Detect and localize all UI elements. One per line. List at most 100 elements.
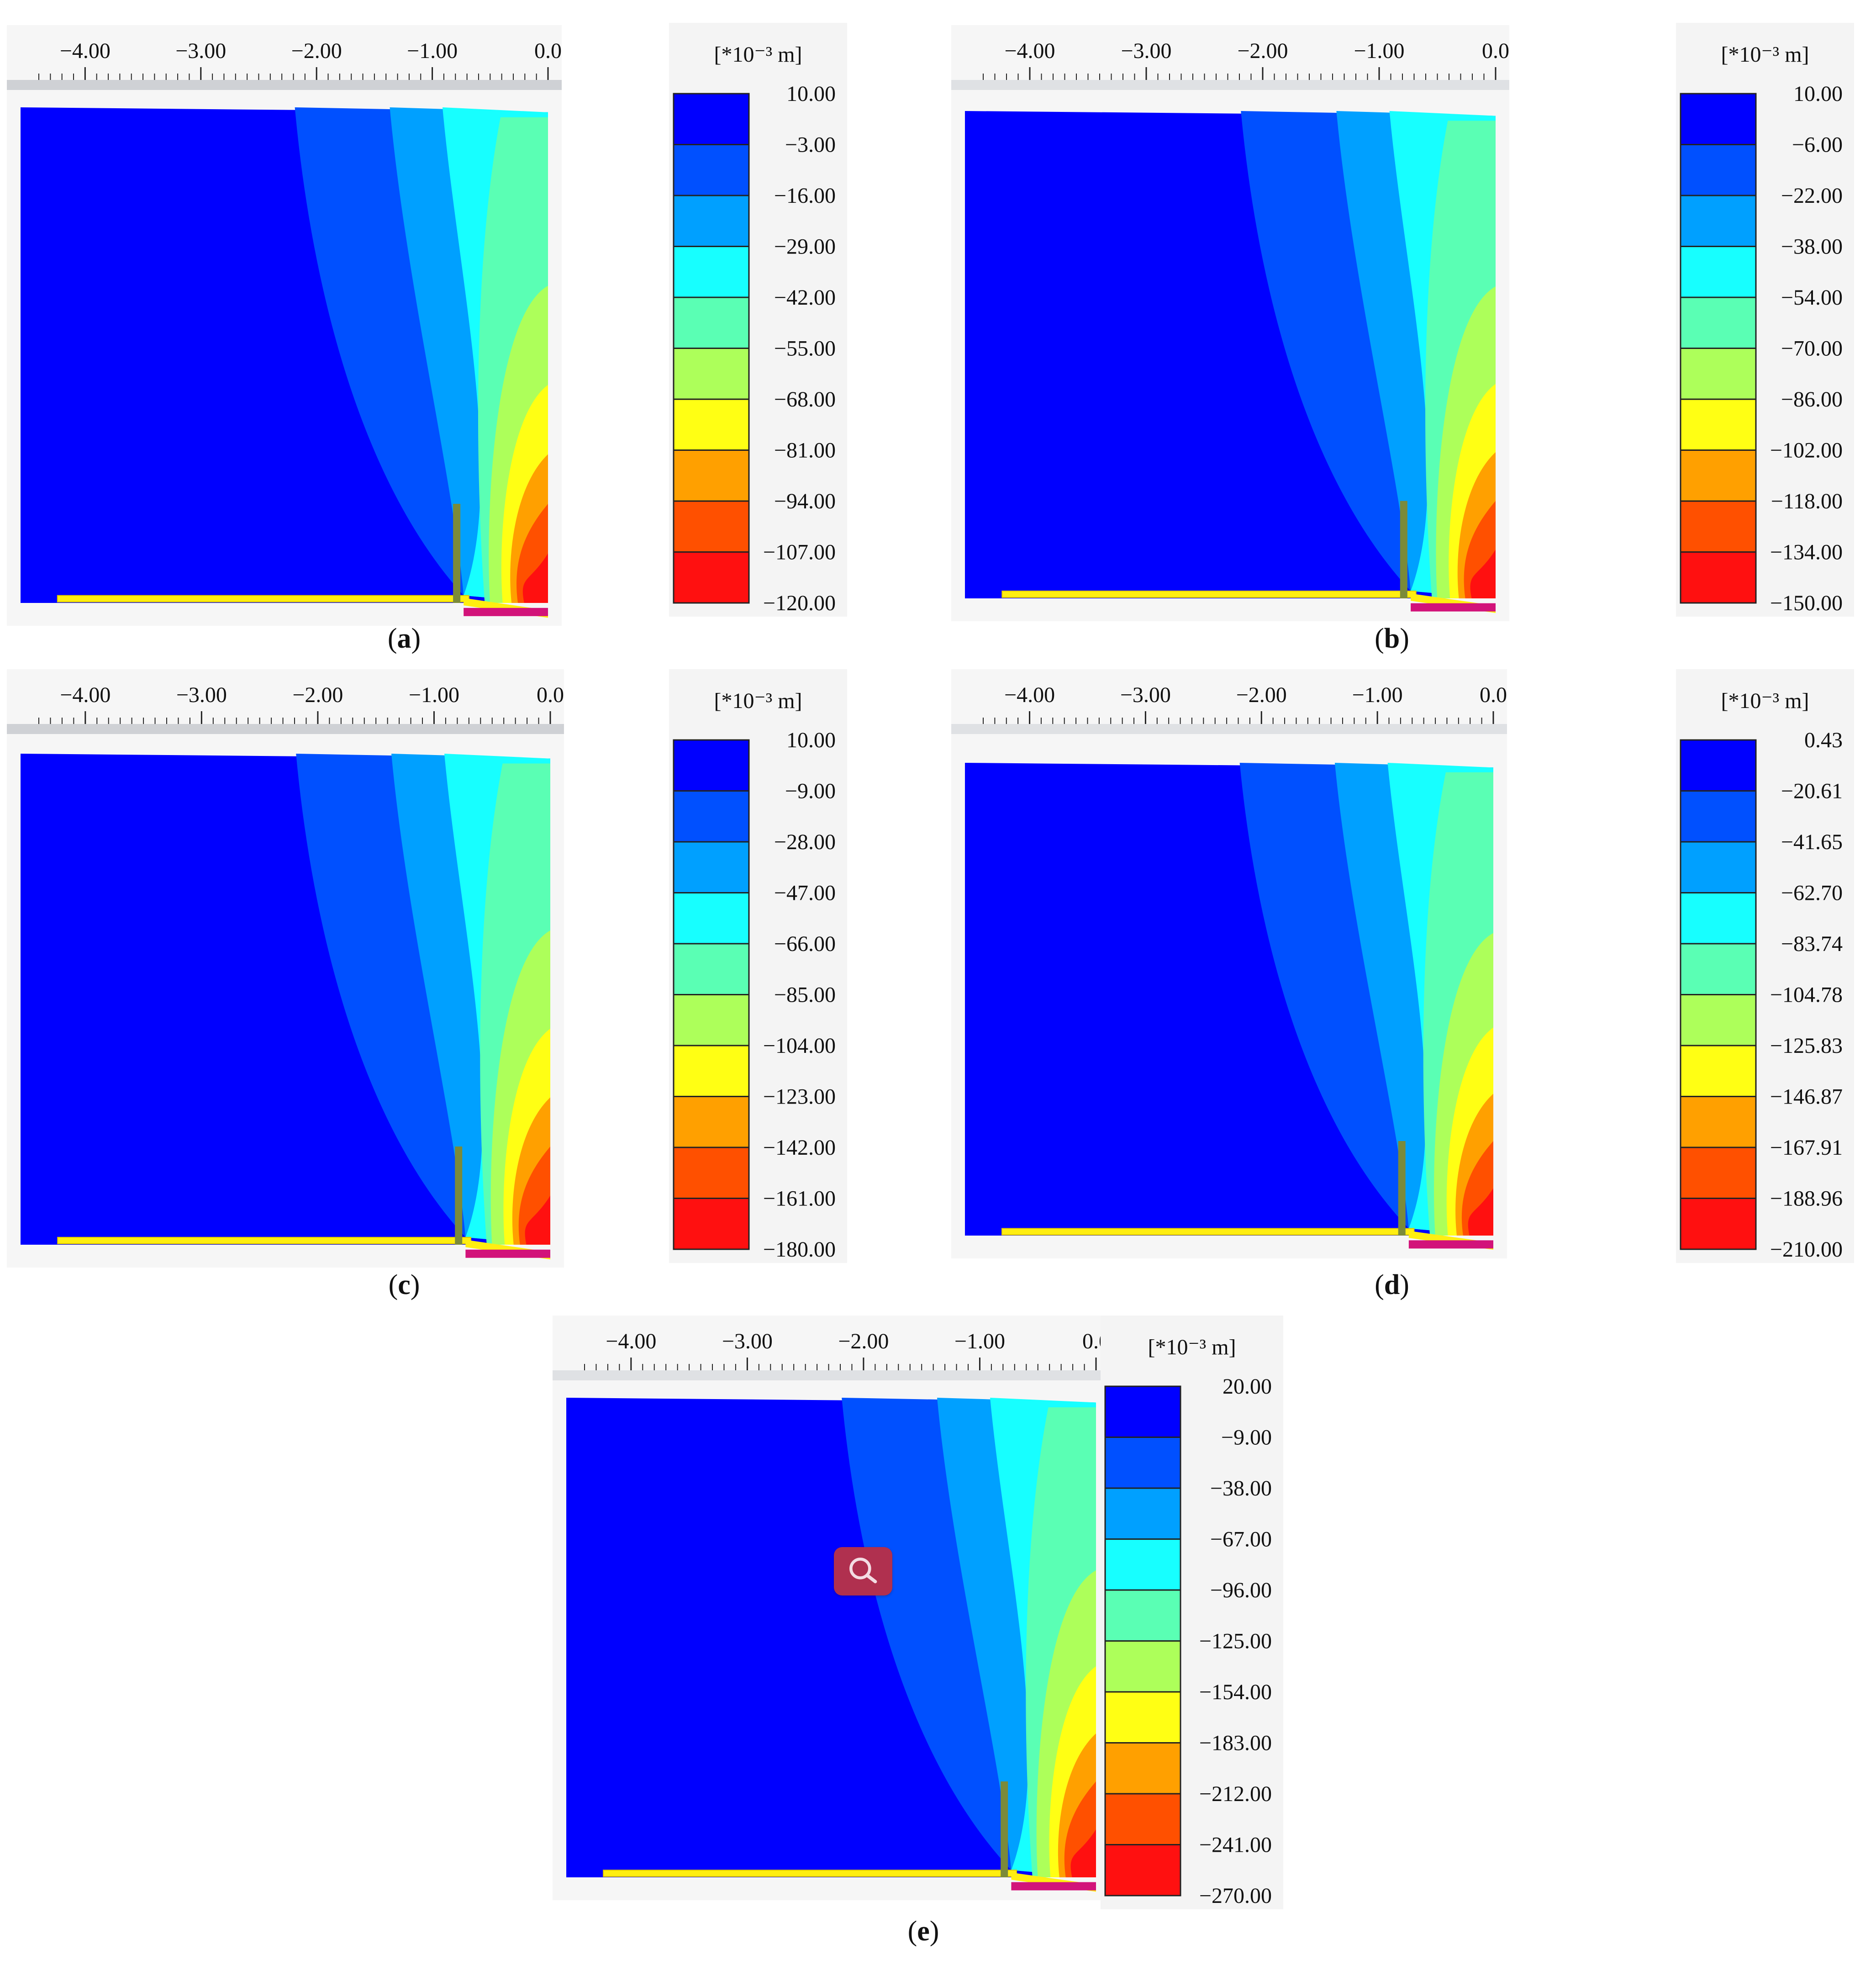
legend-value: −22.00 — [1781, 184, 1843, 208]
legend-value: −118.00 — [1771, 489, 1843, 513]
base-slab — [1001, 1228, 1415, 1236]
legend-swatch — [1680, 790, 1757, 843]
legend: [*10⁻³ m] 20.00 −9.00 −38.00 −67.00 −96.00 −12… — [1101, 1316, 1283, 1909]
ruler-tick-label: −2.00 — [291, 39, 342, 63]
legend-value: 0.43 — [1804, 728, 1843, 752]
legend-swatch — [673, 739, 750, 792]
legend-swatch — [1680, 348, 1757, 400]
legend-swatch — [1104, 1640, 1181, 1693]
legend-swatch — [1104, 1437, 1181, 1489]
legend-swatch — [673, 1045, 750, 1097]
ruler-tick-label: −1.00 — [407, 39, 458, 63]
legend-value: −38.00 — [1781, 235, 1843, 259]
legend-value: −38.00 — [1210, 1476, 1272, 1500]
legend-value: −104.00 — [763, 1034, 836, 1058]
legend-value: −67.00 — [1210, 1527, 1272, 1552]
legend-swatch — [673, 1198, 750, 1250]
panel-caption: (c) — [389, 1269, 420, 1300]
contour-band — [1470, 549, 1496, 598]
ruler-tick-label: −3.00 — [1120, 683, 1171, 707]
legend-swatch — [1680, 1147, 1757, 1199]
panel-b: −4.00 −3.00 −2.00 −1.00 0.0 [*10⁻³ m] 10.00 −6.… — [951, 23, 1854, 654]
anchor-block — [464, 608, 548, 616]
legend-value: −55.00 — [774, 337, 836, 361]
legend-swatch — [673, 500, 750, 553]
panel-caption-letter: e — [917, 1916, 930, 1947]
legend-swatch — [673, 994, 750, 1046]
ruler-bar — [7, 80, 562, 90]
legend-swatch — [1104, 1589, 1181, 1642]
legend-swatch — [673, 1147, 750, 1199]
legend-value: −54.00 — [1781, 285, 1843, 310]
legend-value: −47.00 — [774, 881, 836, 905]
base-slab — [603, 1870, 1017, 1877]
legend-swatch — [1680, 195, 1757, 247]
zoom-button[interactable] — [834, 1547, 892, 1596]
legend-swatch — [1680, 1096, 1757, 1148]
ruler-tick-label: −3.00 — [722, 1329, 773, 1353]
legend-swatch — [1680, 551, 1757, 604]
legend-value: −96.00 — [1210, 1578, 1272, 1602]
legend-swatch — [1680, 246, 1757, 298]
anchor-block — [1011, 1882, 1096, 1891]
ruler-bar — [951, 724, 1507, 734]
legend-swatch — [673, 449, 750, 502]
legend-swatch — [673, 246, 750, 298]
legend-value: −212.00 — [1199, 1782, 1272, 1806]
ruler-tick-label: −2.00 — [292, 683, 343, 707]
legend-value: −125.00 — [1199, 1629, 1272, 1654]
retaining-wall — [455, 1147, 463, 1245]
legend-value: −241.00 — [1199, 1833, 1272, 1857]
panel-c: −4.00 −3.00 −2.00 −1.00 0.0 [*10⁻³ m] 10.00 −9.… — [7, 669, 847, 1300]
legend-swatch — [1680, 994, 1757, 1046]
panel-caption-letter: c — [398, 1269, 411, 1300]
legend-unit: [*10⁻³ m] — [714, 689, 802, 713]
legend-swatch — [673, 144, 750, 196]
legend-value: 10.00 — [786, 728, 836, 752]
ruler-tick-label: 0.0 — [534, 39, 562, 63]
ruler-tick-label: −4.00 — [1004, 39, 1055, 63]
panel-caption-letter: b — [1384, 623, 1400, 654]
legend-value: −125.83 — [1770, 1034, 1843, 1058]
legend-value: −102.00 — [1770, 439, 1843, 463]
legend-swatch — [1680, 943, 1757, 995]
legend-value: −70.00 — [1781, 337, 1843, 361]
legend-swatch — [1104, 1538, 1181, 1591]
legend-swatch — [1680, 398, 1757, 451]
legend-value: −154.00 — [1199, 1680, 1272, 1704]
legend-swatch — [1680, 739, 1757, 792]
panel-caption: (b) — [1375, 623, 1409, 654]
legend-value: −3.00 — [785, 133, 836, 157]
legend: [*10⁻³ m] 10.00 −9.00 −28.00 −47.00 −66.00 −85… — [669, 669, 847, 1263]
legend-swatch — [1680, 93, 1757, 145]
legend-value: −180.00 — [763, 1237, 836, 1262]
legend-swatch — [1104, 1742, 1181, 1795]
anchor-block — [1408, 1240, 1493, 1249]
ruler-tick-label: 0.0 — [537, 683, 564, 707]
legend: [*10⁻³ m] 10.00 −6.00 −22.00 −38.00 −54.00 −70… — [1676, 23, 1854, 617]
base-slab — [57, 595, 469, 602]
panel-caption-letter: a — [397, 623, 411, 654]
legend-value: −9.00 — [785, 779, 836, 803]
panel-caption: (d) — [1375, 1269, 1409, 1300]
legend-swatch — [1680, 841, 1757, 893]
ruler-tick-label: −2.00 — [838, 1329, 889, 1353]
legend-unit: [*10⁻³ m] — [1721, 689, 1809, 713]
legend-swatch — [673, 1096, 750, 1148]
legend-value: −142.00 — [763, 1136, 836, 1160]
legend-swatch — [673, 551, 750, 604]
contour-band — [522, 553, 548, 603]
legend-value: −120.00 — [763, 591, 836, 615]
retaining-wall — [1398, 1141, 1406, 1236]
legend-value: −270.00 — [1199, 1884, 1272, 1908]
legend-value: 20.00 — [1223, 1374, 1272, 1399]
legend-swatch — [673, 195, 750, 247]
legend-value: −6.00 — [1792, 133, 1843, 157]
legend-value: −68.00 — [774, 387, 836, 412]
legend-swatch — [1680, 296, 1757, 349]
legend-value: −107.00 — [763, 540, 836, 565]
legend-unit: [*10⁻³ m] — [1148, 1335, 1236, 1359]
ruler-tick-label: 0.0 — [1482, 39, 1509, 63]
ruler-tick-label: −4.00 — [606, 1329, 656, 1353]
